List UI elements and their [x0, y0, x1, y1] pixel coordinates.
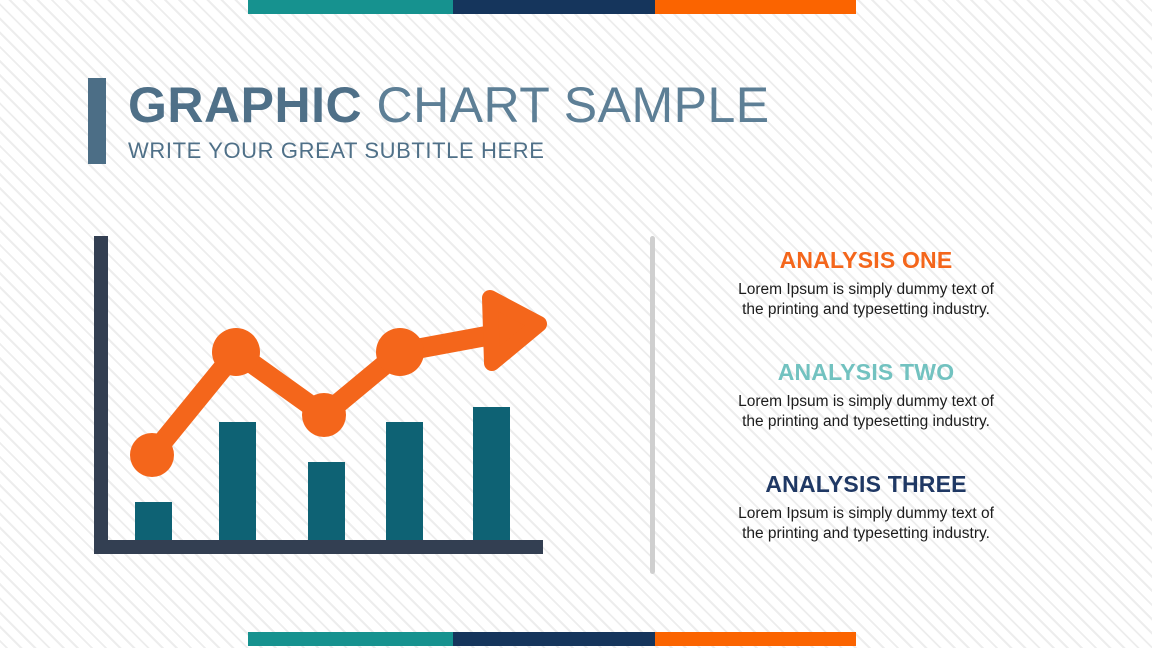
chart-marker — [376, 328, 424, 376]
chart-bar — [219, 422, 256, 540]
section-divider — [650, 236, 655, 574]
page-title-light: CHART SAMPLE — [362, 77, 770, 133]
analysis-two-body-line1: Lorem Ipsum is simply dummy text of — [738, 393, 994, 410]
analysis-three-body-line1: Lorem Ipsum is simply dummy text of — [738, 505, 994, 522]
chart-bar — [135, 502, 172, 540]
chart-bar — [473, 407, 510, 540]
analysis-item-three: ANALYSIS THREE Lorem Ipsum is simply dum… — [700, 470, 1032, 544]
chart-bar — [308, 462, 345, 540]
heading-text-group: GRAPHIC CHART SAMPLE WRITE YOUR GREAT SU… — [128, 78, 770, 164]
page-title: GRAPHIC CHART SAMPLE — [128, 78, 770, 132]
accent-segment-navy — [453, 632, 655, 646]
top-accent-bar — [248, 0, 856, 14]
analysis-one-body-line1: Lorem Ipsum is simply dummy text of — [738, 281, 994, 298]
analysis-two-body: Lorem Ipsum is simply dummy text of the … — [700, 392, 1032, 432]
accent-segment-teal — [248, 0, 453, 14]
chart-marker — [212, 328, 260, 376]
accent-segment-teal — [248, 632, 453, 646]
page-heading: GRAPHIC CHART SAMPLE WRITE YOUR GREAT SU… — [88, 78, 770, 164]
chart-marker — [130, 433, 174, 477]
analysis-three-body-line2: the printing and typesetting industry. — [742, 525, 990, 542]
chart-trend-line — [130, 290, 547, 477]
bottom-accent-bar — [248, 632, 856, 646]
chart-illustration — [88, 236, 558, 566]
chart-axes — [94, 236, 543, 554]
analysis-two-body-line2: the printing and typesetting industry. — [742, 413, 990, 430]
analysis-two-heading: ANALYSIS TWO — [777, 359, 955, 385]
arrow-head-icon — [482, 290, 547, 371]
page-subtitle: WRITE YOUR GREAT SUBTITLE HERE — [128, 138, 545, 163]
accent-segment-navy — [453, 0, 655, 14]
analysis-item-two: ANALYSIS TWO Lorem Ipsum is simply dummy… — [700, 358, 1032, 432]
analysis-three-body: Lorem Ipsum is simply dummy text of the … — [700, 504, 1032, 544]
analysis-three-heading: ANALYSIS THREE — [765, 471, 967, 497]
chart-bar — [386, 422, 423, 540]
analysis-one-body: Lorem Ipsum is simply dummy text of the … — [700, 280, 1032, 320]
chart-marker — [302, 393, 346, 437]
page-title-strong: GRAPHIC — [128, 77, 363, 133]
analysis-panel: ANALYSIS ONE Lorem Ipsum is simply dummy… — [700, 246, 1032, 544]
accent-segment-orange — [655, 632, 856, 646]
heading-accent-rule — [88, 78, 106, 164]
analysis-one-body-line2: the printing and typesetting industry. — [742, 301, 990, 318]
accent-segment-orange — [655, 0, 856, 14]
analysis-item-one: ANALYSIS ONE Lorem Ipsum is simply dummy… — [700, 246, 1032, 320]
analysis-one-heading: ANALYSIS ONE — [779, 247, 953, 273]
chart-bars — [135, 407, 510, 540]
